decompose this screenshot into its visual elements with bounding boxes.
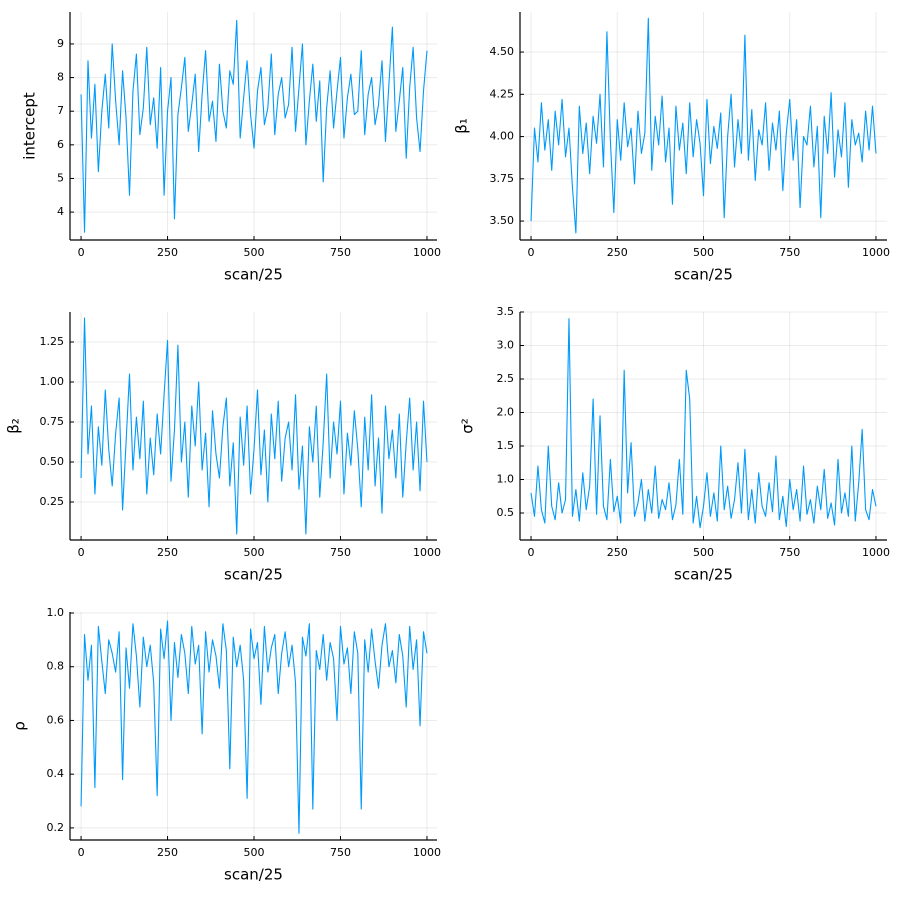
x-tick-label: 750 [330, 846, 351, 859]
y-tick-label: 1.0 [497, 472, 515, 485]
y-tick-label: 0.5 [497, 506, 515, 519]
x-axis-label: scan/25 [674, 566, 733, 584]
y-tick-label: 0.25 [40, 495, 65, 508]
x-axis-label: scan/25 [224, 266, 283, 284]
y-tick-label: 1.00 [40, 375, 65, 388]
trace-line [530, 318, 877, 529]
subplot: 0 250 500 750 1000 3.50 3.75 4.00 4.25 4.50 scan/2… [453, 12, 890, 284]
y-tick-label: 4.50 [490, 45, 515, 58]
x-tick-label: 500 [244, 246, 265, 259]
x-tick-label: 0 [78, 846, 85, 859]
y-tick-label: 7 [57, 104, 64, 117]
y-axis-label: ρ [11, 721, 29, 731]
y-tick-label: 3.5 [497, 305, 515, 318]
y-tick-label: 2.5 [497, 372, 515, 385]
subplot: 0 250 500 750 1000 4 5 6 7 8 9 scan/25 intercept [21, 12, 441, 284]
x-tick-label: 250 [607, 246, 628, 259]
x-tick-label: 750 [330, 246, 351, 259]
x-axis-label: scan/25 [674, 266, 733, 284]
y-tick-label: 5 [57, 171, 64, 184]
x-tick-label: 500 [693, 246, 714, 259]
y-tick-label: 3.75 [490, 172, 515, 185]
x-tick-label: 250 [157, 246, 178, 259]
subplot: 0 250 500 750 1000 0.5 1.0 1.5 2.0 2.5 3.0 3.5 scan/… [459, 305, 890, 584]
subplot: 0 250 500 750 1000 0.25 0.50 0.75 1.00 1.25 scan/2… [5, 312, 441, 584]
x-tick-label: 0 [78, 246, 85, 259]
x-tick-label: 750 [779, 246, 800, 259]
y-tick-label: 0.2 [47, 821, 65, 834]
x-tick-label: 1000 [862, 546, 890, 559]
x-tick-label: 750 [779, 546, 800, 559]
x-tick-label: 0 [78, 546, 85, 559]
y-tick-label: 9 [57, 37, 64, 50]
y-tick-label: 4.25 [490, 87, 515, 100]
x-tick-label: 750 [330, 546, 351, 559]
y-tick-label: 6 [57, 138, 64, 151]
y-tick-label: 4.00 [490, 130, 515, 143]
y-tick-label: 0.75 [40, 415, 65, 428]
trace-line [530, 17, 877, 234]
x-tick-label: 1000 [862, 246, 890, 259]
trace-line [80, 620, 428, 834]
y-tick-label: 3.50 [490, 214, 515, 227]
x-tick-label: 250 [157, 546, 178, 559]
x-axis-label: scan/25 [224, 866, 283, 884]
x-tick-label: 1000 [413, 846, 441, 859]
x-tick-label: 500 [693, 546, 714, 559]
y-tick-label: 8 [57, 71, 64, 84]
x-tick-label: 500 [244, 846, 265, 859]
y-axis-label: intercept [21, 92, 39, 160]
x-axis-label: scan/25 [224, 566, 283, 584]
y-tick-label: 4 [57, 205, 64, 218]
x-tick-label: 0 [528, 246, 535, 259]
x-tick-label: 1000 [413, 546, 441, 559]
y-axis-label: σ² [459, 418, 477, 434]
y-tick-label: 1.0 [47, 606, 65, 619]
trace-line [80, 19, 428, 233]
subplot: 0 250 500 750 1000 0.2 0.4 0.6 0.8 1.0 scan/25 ρ [11, 606, 441, 884]
x-tick-label: 0 [528, 546, 535, 559]
y-tick-label: 0.8 [47, 660, 65, 673]
x-tick-label: 1000 [413, 246, 441, 259]
y-tick-label: 0.6 [47, 713, 65, 726]
y-tick-label: 0.50 [40, 455, 65, 468]
y-tick-label: 3.0 [497, 338, 515, 351]
x-tick-label: 250 [157, 846, 178, 859]
y-axis-label: β₁ [453, 118, 471, 134]
x-tick-label: 500 [244, 546, 265, 559]
y-tick-label: 0.4 [47, 767, 65, 780]
x-tick-label: 250 [607, 546, 628, 559]
y-tick-label: 1.25 [40, 335, 65, 348]
trace-line [80, 317, 428, 535]
y-axis-label: β₂ [5, 418, 23, 434]
y-tick-label: 2.0 [497, 405, 515, 418]
y-tick-label: 1.5 [497, 439, 515, 452]
